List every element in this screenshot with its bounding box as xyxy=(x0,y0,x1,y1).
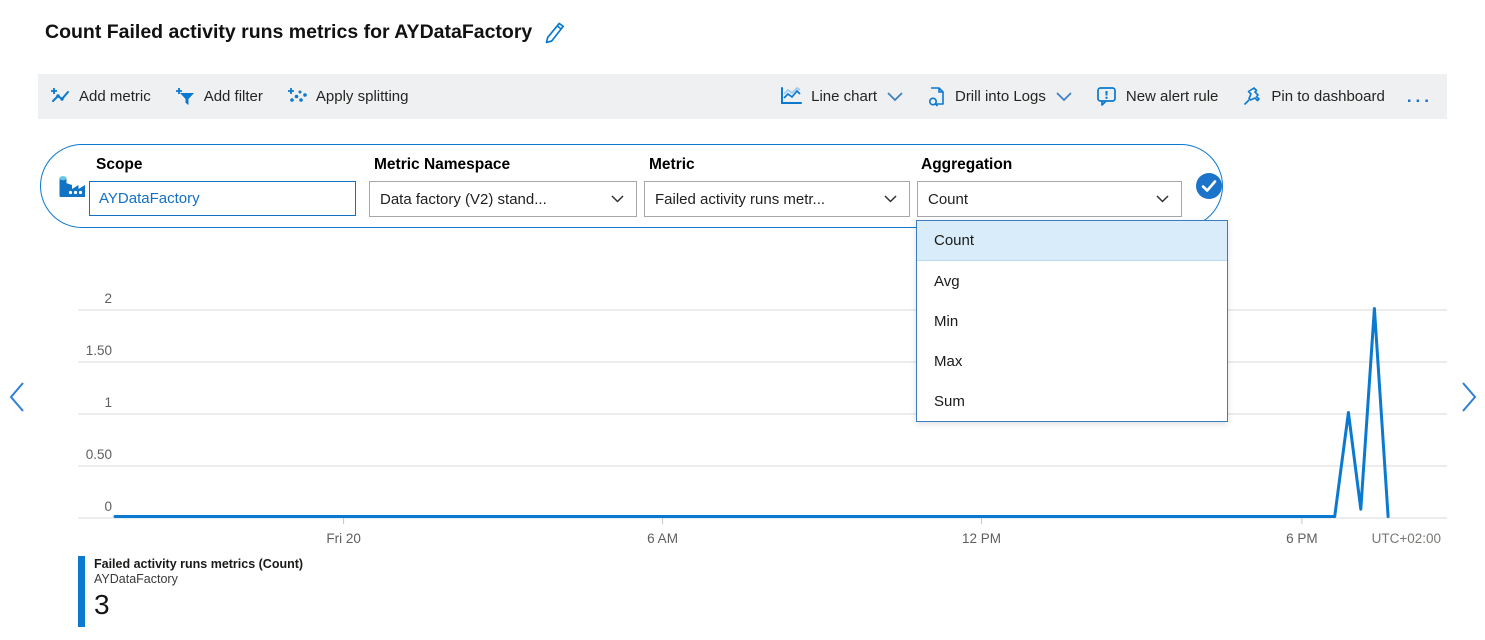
svg-text:1: 1 xyxy=(104,395,112,410)
metric-selector-pill: Scope Metric Namespace Data factory (V2)… xyxy=(40,144,1223,228)
aggregation-chevron-down-icon xyxy=(1156,195,1169,203)
legend-color-bar xyxy=(78,556,85,627)
legend-aggregated-value: 3 xyxy=(94,589,110,620)
svg-text:6 PM: 6 PM xyxy=(1286,531,1318,546)
new-alert-rule-button[interactable]: New alert rule xyxy=(1096,86,1219,107)
svg-text:1.50: 1.50 xyxy=(86,343,112,358)
add-filter-icon xyxy=(175,87,196,107)
metric-namespace-value: Data factory (V2) stand... xyxy=(380,190,547,208)
chart-type-button[interactable]: Line chart xyxy=(779,86,903,107)
aggregation-label: Aggregation xyxy=(921,156,1013,173)
metric-value: Failed activity runs metr... xyxy=(655,190,826,208)
metric-namespace-select[interactable]: Data factory (V2) stand... xyxy=(369,181,637,217)
drill-into-logs-label: Drill into Logs xyxy=(954,88,1046,105)
scope-input[interactable] xyxy=(89,181,356,216)
namespace-chevron-down-icon xyxy=(611,195,624,203)
chart-toolbar: Add metric Add filter Apply splitting xyxy=(38,74,1447,119)
apply-splitting-icon xyxy=(287,87,308,107)
legend-resource-name: AYDataFactory xyxy=(94,572,178,586)
svg-text:0: 0 xyxy=(104,499,112,514)
chart-title-text: Count Failed activity runs metrics for A… xyxy=(45,20,533,43)
aggregation-option-sum[interactable]: Sum xyxy=(917,381,1227,421)
chart-type-chevron-down-icon xyxy=(887,91,903,102)
aggregation-option-count[interactable]: Count xyxy=(917,221,1227,261)
aggregation-dropdown-menu: Count Avg Min Max Sum xyxy=(916,220,1228,422)
edit-title-pencil-icon[interactable] xyxy=(543,20,567,44)
chart-page-left-chevron-icon[interactable] xyxy=(7,381,27,418)
aggregation-option-avg[interactable]: Avg xyxy=(917,261,1227,301)
new-alert-rule-label: New alert rule xyxy=(1125,88,1219,105)
metric-select[interactable]: Failed activity runs metr... xyxy=(644,181,910,217)
data-factory-icon xyxy=(56,171,88,208)
add-metric-label: Add metric xyxy=(79,88,151,105)
pin-to-dashboard-label: Pin to dashboard xyxy=(1271,88,1385,105)
svg-text:12 PM: 12 PM xyxy=(962,531,1001,546)
page-title: Count Failed activity runs metrics for A… xyxy=(45,20,567,44)
aggregation-value: Count xyxy=(928,190,969,208)
more-commands-button[interactable]: ... xyxy=(1406,86,1433,106)
apply-splitting-button[interactable]: Apply splitting xyxy=(287,87,409,107)
add-metric-icon xyxy=(50,87,71,107)
svg-text:2: 2 xyxy=(104,291,112,306)
chart-type-label: Line chart xyxy=(811,88,877,105)
chart-page-right-chevron-icon[interactable] xyxy=(1459,381,1479,418)
svg-text:0.50: 0.50 xyxy=(86,447,112,462)
pin-icon xyxy=(1242,86,1263,107)
svg-text:Fri 20: Fri 20 xyxy=(326,531,361,546)
metric-chevron-down-icon xyxy=(884,195,897,203)
add-filter-button[interactable]: Add filter xyxy=(175,87,263,107)
svg-text:UTC+02:00: UTC+02:00 xyxy=(1372,531,1441,546)
aggregation-select[interactable]: Count xyxy=(917,181,1182,217)
drill-into-logs-button[interactable]: Drill into Logs xyxy=(927,86,1072,108)
line-chart-icon xyxy=(779,86,803,107)
metric-label: Metric xyxy=(649,156,695,173)
new-alert-rule-icon xyxy=(1096,86,1118,107)
add-metric-button[interactable]: Add metric xyxy=(50,87,151,107)
legend-metric-name: Failed activity runs metrics (Count) xyxy=(94,557,304,571)
metric-valid-check-icon xyxy=(1195,172,1223,205)
aggregation-option-min[interactable]: Min xyxy=(917,301,1227,341)
drill-into-logs-icon xyxy=(927,86,947,108)
scope-label: Scope xyxy=(96,156,143,173)
chart-legend-item[interactable]: Failed activity runs metrics (Count) AYD… xyxy=(78,556,303,627)
pin-to-dashboard-button[interactable]: Pin to dashboard xyxy=(1242,86,1385,107)
apply-splitting-label: Apply splitting xyxy=(315,88,409,105)
drill-into-logs-chevron-down-icon xyxy=(1056,91,1072,102)
add-filter-label: Add filter xyxy=(203,88,263,105)
aggregation-option-max[interactable]: Max xyxy=(917,341,1227,381)
svg-text:6 AM: 6 AM xyxy=(647,531,678,546)
metric-namespace-label: Metric Namespace xyxy=(374,156,511,173)
